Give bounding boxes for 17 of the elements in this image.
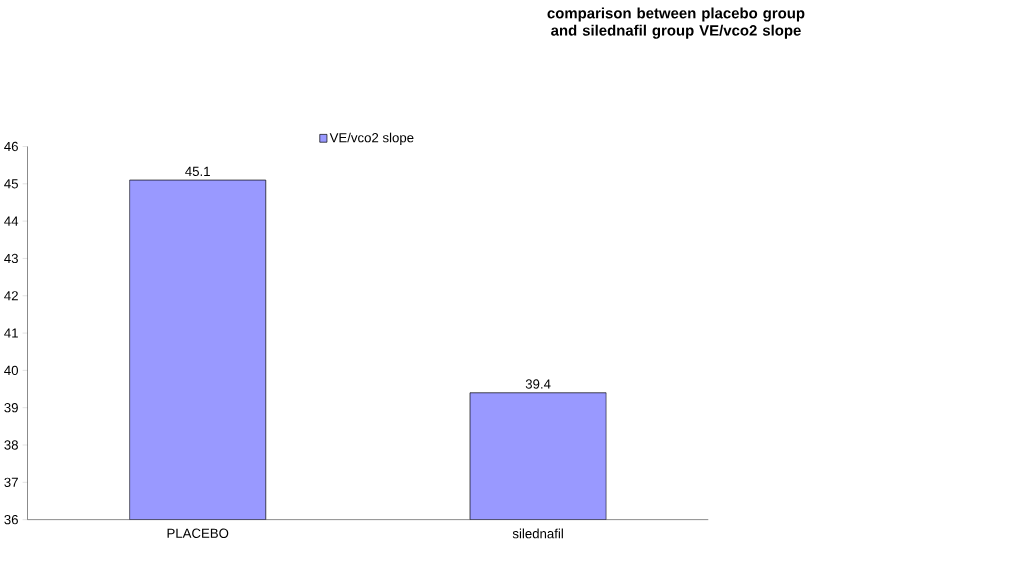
x-tick-label: PLACEBO [167, 528, 229, 538]
y-tick-label: 45 [4, 179, 18, 189]
y-tick-label: 42 [4, 290, 18, 301]
y-tick-label: 46 [4, 141, 18, 152]
y-tick-label: 43 [4, 253, 18, 263]
y-tick-label: 38 [4, 440, 18, 450]
data-label: 39.4 [525, 379, 551, 389]
chart-title: comparison between placebo group and silednafil group VE/vco2 slope [547, 7, 805, 39]
y-tick-label: 36 [4, 514, 18, 525]
data-label: 45.1 [185, 166, 210, 176]
legend-label: VE/vco2 slope [329, 132, 414, 145]
y-tick-label: 39 [4, 402, 18, 413]
y-tick-label: 37 [4, 477, 18, 487]
y-tick-label: 44 [4, 216, 19, 226]
y-tick-label: 40 [4, 365, 19, 375]
x-tick-label: silednafil [512, 528, 563, 539]
y-tick-label: 41 [4, 328, 18, 338]
